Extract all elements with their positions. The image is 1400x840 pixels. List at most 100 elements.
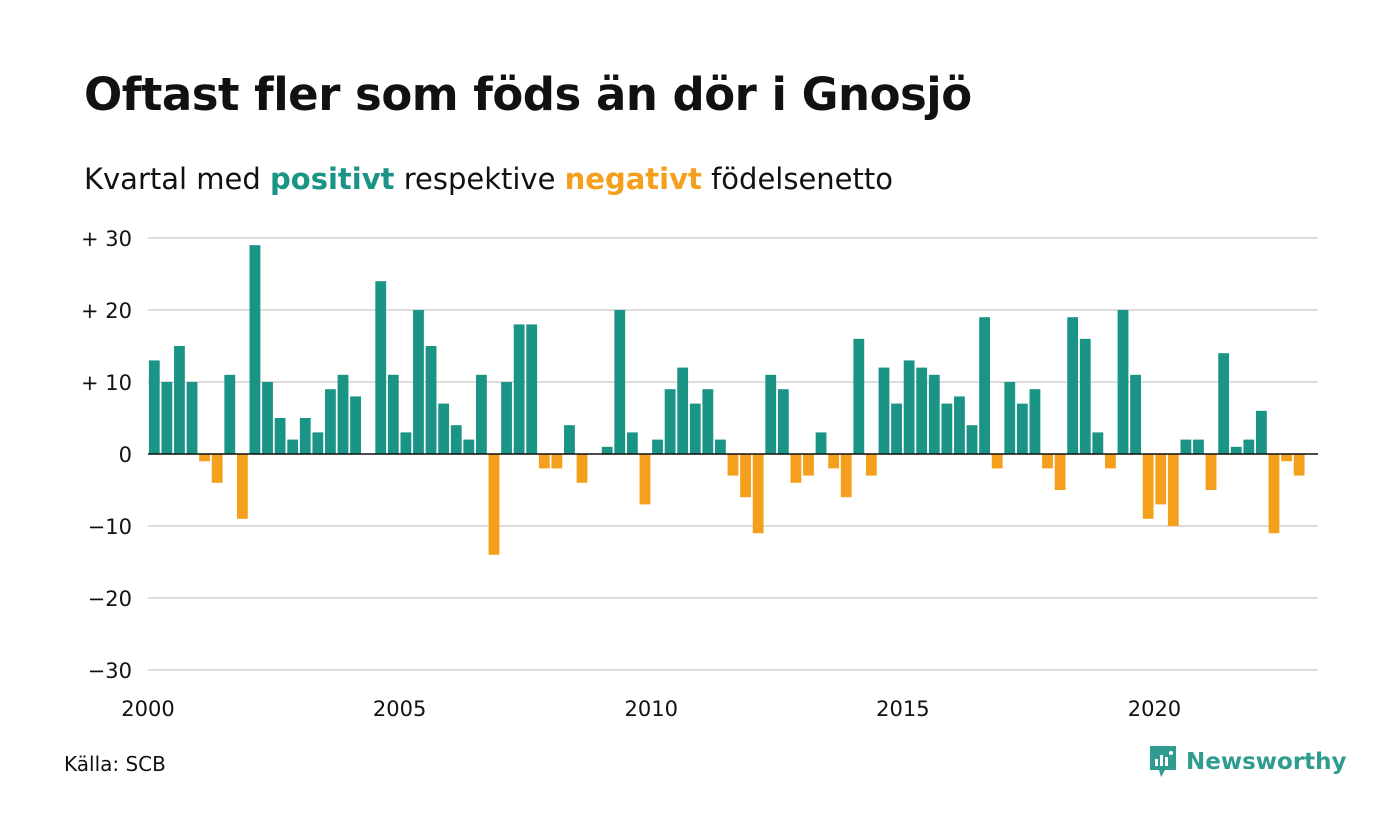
bar <box>853 338 865 454</box>
bar <box>375 281 387 454</box>
bar <box>526 324 538 454</box>
bar <box>337 374 349 454</box>
bar <box>450 425 462 454</box>
bar <box>350 396 361 454</box>
bar <box>148 360 160 454</box>
y-tick-label: −10 <box>88 515 132 539</box>
bar <box>564 425 575 454</box>
bar <box>1281 454 1292 462</box>
bar <box>1293 454 1305 476</box>
x-tick-label: 2015 <box>876 697 929 721</box>
bar <box>199 454 211 462</box>
subtitle-suffix: födelsenetto <box>711 162 893 196</box>
bar <box>878 367 890 454</box>
y-tick-label: + 10 <box>81 371 132 395</box>
bar <box>715 439 726 454</box>
bar <box>312 432 324 454</box>
bar <box>966 425 978 454</box>
bar <box>576 454 588 483</box>
bar <box>224 374 236 454</box>
y-tick-label: + 30 <box>81 227 132 251</box>
bar <box>928 374 940 454</box>
bar <box>400 432 412 454</box>
newsworthy-logo: Newsworthy <box>1148 744 1347 780</box>
bar <box>954 396 965 454</box>
bar <box>601 446 613 454</box>
bar <box>538 454 550 469</box>
bar <box>463 439 475 454</box>
bar <box>1042 454 1053 469</box>
bar <box>1079 338 1091 454</box>
bar <box>1105 454 1116 469</box>
bar <box>211 454 223 483</box>
x-axis: 2000 2005 2010 2015 2020 <box>121 697 1181 721</box>
bar <box>1029 389 1041 454</box>
bar <box>1067 317 1079 454</box>
bar <box>840 454 852 498</box>
bar <box>1142 454 1154 519</box>
bar <box>475 374 487 454</box>
bar <box>1155 454 1167 505</box>
bar <box>941 403 953 454</box>
bar <box>740 454 751 498</box>
bar <box>161 382 173 454</box>
bar <box>1205 454 1217 490</box>
bar <box>991 454 1003 469</box>
bar <box>702 389 714 454</box>
bar <box>1092 432 1104 454</box>
bar <box>777 389 789 454</box>
bar <box>262 382 273 454</box>
chart-title: Oftast fler som föds än dör i Gnosjö <box>84 68 972 121</box>
y-axis: + 30 + 20 + 10 0 −10 −20 −30 <box>81 227 132 683</box>
brand-name: Newsworthy <box>1186 749 1347 775</box>
y-tick-label: 0 <box>119 443 132 467</box>
bar <box>1193 439 1204 454</box>
bar <box>425 346 437 454</box>
bar <box>891 403 902 454</box>
subtitle-middle: respektive <box>403 162 556 196</box>
bar <box>614 310 626 454</box>
bar <box>1230 446 1242 454</box>
x-tick-label: 2000 <box>121 697 174 721</box>
bar <box>727 454 739 476</box>
bars <box>148 245 1305 555</box>
bar <box>903 360 915 454</box>
bar <box>815 432 827 454</box>
bar <box>287 439 299 454</box>
y-tick-label: −30 <box>88 659 132 683</box>
bar <box>626 432 638 454</box>
x-tick-label: 2010 <box>624 697 677 721</box>
bar <box>413 310 424 454</box>
bar <box>1004 382 1016 454</box>
newsworthy-logo-icon <box>1150 746 1176 777</box>
bar <box>174 346 185 454</box>
bar <box>1130 374 1141 454</box>
bar <box>828 454 840 469</box>
x-tick-label: 2020 <box>1128 697 1181 721</box>
bar <box>664 389 676 454</box>
bar <box>1167 454 1179 526</box>
bar <box>689 403 701 454</box>
y-tick-label: + 20 <box>81 299 132 323</box>
bar <box>501 382 512 454</box>
bar <box>325 389 336 454</box>
bar <box>765 374 777 454</box>
bar <box>274 418 286 454</box>
source-label: Källa: SCB <box>64 752 166 776</box>
bar <box>1180 439 1192 454</box>
bar <box>1243 439 1255 454</box>
bar <box>186 382 198 454</box>
bar <box>1218 353 1230 454</box>
bar <box>752 454 764 534</box>
chart-subtitle: Kvartal med positivt respektive negativt… <box>84 162 893 196</box>
x-tick-label: 2005 <box>373 697 426 721</box>
bar <box>236 454 248 519</box>
bar <box>249 245 261 454</box>
bar <box>1054 454 1066 490</box>
bar <box>488 454 500 555</box>
bar <box>438 403 450 454</box>
bar <box>916 367 928 454</box>
bar <box>513 324 525 454</box>
bar <box>652 439 663 454</box>
